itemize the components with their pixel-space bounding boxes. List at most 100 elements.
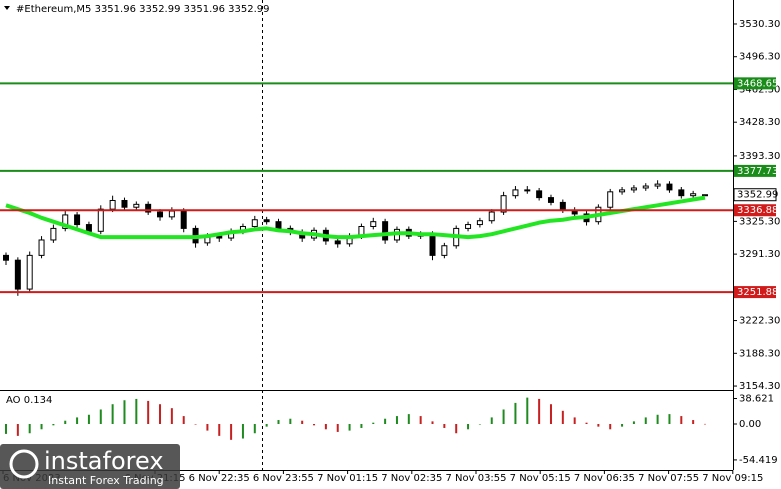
y-tick-label: 3325.30 xyxy=(739,216,780,227)
ao-bar xyxy=(656,414,659,425)
ao-bar xyxy=(52,424,55,426)
candle-body xyxy=(465,224,472,229)
level-label-box xyxy=(734,77,776,90)
ao-bar xyxy=(597,424,600,427)
candle-body xyxy=(14,259,21,290)
candle-body xyxy=(26,254,33,290)
ao-bar xyxy=(384,418,387,425)
candle-body xyxy=(512,189,519,197)
candle-body xyxy=(607,191,614,208)
y-tick-label: 3530.30 xyxy=(739,19,780,30)
ao-bar xyxy=(277,420,280,425)
candle-body xyxy=(536,190,543,199)
ao-bar xyxy=(159,404,162,425)
y-tick-label: 3496.30 xyxy=(739,52,780,63)
ao-bar xyxy=(218,424,221,436)
ao-bar xyxy=(704,423,706,425)
ao-bar xyxy=(16,424,19,436)
candle-body xyxy=(678,189,685,197)
ao-bar xyxy=(147,400,150,425)
candle-body xyxy=(251,219,258,227)
ao-bar xyxy=(585,422,588,425)
ao-bar xyxy=(170,408,173,425)
ao-bar xyxy=(609,424,612,430)
ao-bar xyxy=(5,424,7,434)
candle-body xyxy=(370,221,377,227)
x-tick-label: 7 Nov 05:15 xyxy=(510,473,571,484)
ao-tick-label: 38.621 xyxy=(739,394,774,405)
level-label-box xyxy=(734,286,776,299)
y-tick-label: 3188.30 xyxy=(739,348,780,359)
ao-bar xyxy=(230,424,233,440)
ao-bar xyxy=(301,420,304,425)
y-tick-label: 3462.30 xyxy=(739,84,780,95)
candle-body xyxy=(500,195,507,213)
candle-body xyxy=(524,189,531,192)
level-label: 3468.65 xyxy=(737,78,778,89)
ao-bar xyxy=(241,424,244,439)
ao-bar xyxy=(64,420,67,425)
ao-bar xyxy=(502,409,505,425)
candle-body xyxy=(85,224,92,232)
x-tick-label: 6 Nov 22:35 xyxy=(189,473,250,484)
level-label: 3336.88 xyxy=(737,205,778,216)
x-tick-label: 7 Nov 02:35 xyxy=(381,473,442,484)
current-price-box xyxy=(733,188,777,202)
candle-body xyxy=(559,201,566,211)
ao-bar xyxy=(621,424,624,427)
y-tick-label: 3222.30 xyxy=(739,316,780,327)
candle-body xyxy=(429,233,436,256)
level-label-box xyxy=(734,164,776,177)
ao-bar xyxy=(395,416,398,425)
ao-bar xyxy=(419,416,422,425)
level-label-box xyxy=(734,204,776,217)
ao-bar xyxy=(372,422,375,425)
watermark-tagline: Instant Forex Trading xyxy=(48,474,164,487)
watermark-box xyxy=(0,444,180,489)
candle-body xyxy=(666,183,673,191)
ao-tick-label: 0.00 xyxy=(739,419,761,430)
ao-bar xyxy=(467,424,470,430)
ao-bar xyxy=(668,414,671,425)
candle-body xyxy=(441,245,448,256)
ao-bar xyxy=(455,424,458,434)
chart-title: #Ethereum,M5 3351.96 3352.99 3351.96 335… xyxy=(16,4,270,15)
candle-body xyxy=(476,220,483,226)
ao-bar xyxy=(313,424,316,426)
candle-body xyxy=(275,221,282,229)
y-tick-label: 3428.30 xyxy=(739,117,780,128)
ao-bar xyxy=(40,424,43,430)
ao-bar xyxy=(692,420,695,425)
candle-body xyxy=(109,199,116,210)
ao-bar xyxy=(336,424,339,432)
menu-arrow xyxy=(4,6,10,10)
level-label: 3251.88 xyxy=(737,287,778,298)
ao-bar xyxy=(680,416,683,425)
candle-body xyxy=(382,221,389,241)
candle-body xyxy=(97,208,104,232)
candle-body xyxy=(62,214,69,229)
candle-body xyxy=(263,219,270,223)
ao-bar xyxy=(111,404,114,425)
watermark-icon xyxy=(9,449,39,479)
ao-bar xyxy=(135,398,138,425)
ao-bar xyxy=(526,397,529,425)
x-tick-label: 6 Nov 23:55 xyxy=(253,473,314,484)
ao-bar xyxy=(206,424,209,431)
ao-bar xyxy=(289,418,292,425)
ao-bar xyxy=(194,424,197,425)
ao-bar xyxy=(123,400,126,425)
candle-body xyxy=(38,239,45,256)
x-tick-label: 7 Nov 01:15 xyxy=(317,473,378,484)
ao-bar xyxy=(644,417,647,425)
ao-bar xyxy=(490,417,493,425)
x-tick-label: 7 Nov 03:55 xyxy=(445,473,506,484)
ao-bar xyxy=(443,424,446,428)
x-tick-label: 7 Nov 06:35 xyxy=(574,473,635,484)
ao-bar xyxy=(76,417,79,425)
candle-body xyxy=(121,199,128,208)
candle-body xyxy=(642,185,649,189)
ao-bar xyxy=(561,410,564,425)
